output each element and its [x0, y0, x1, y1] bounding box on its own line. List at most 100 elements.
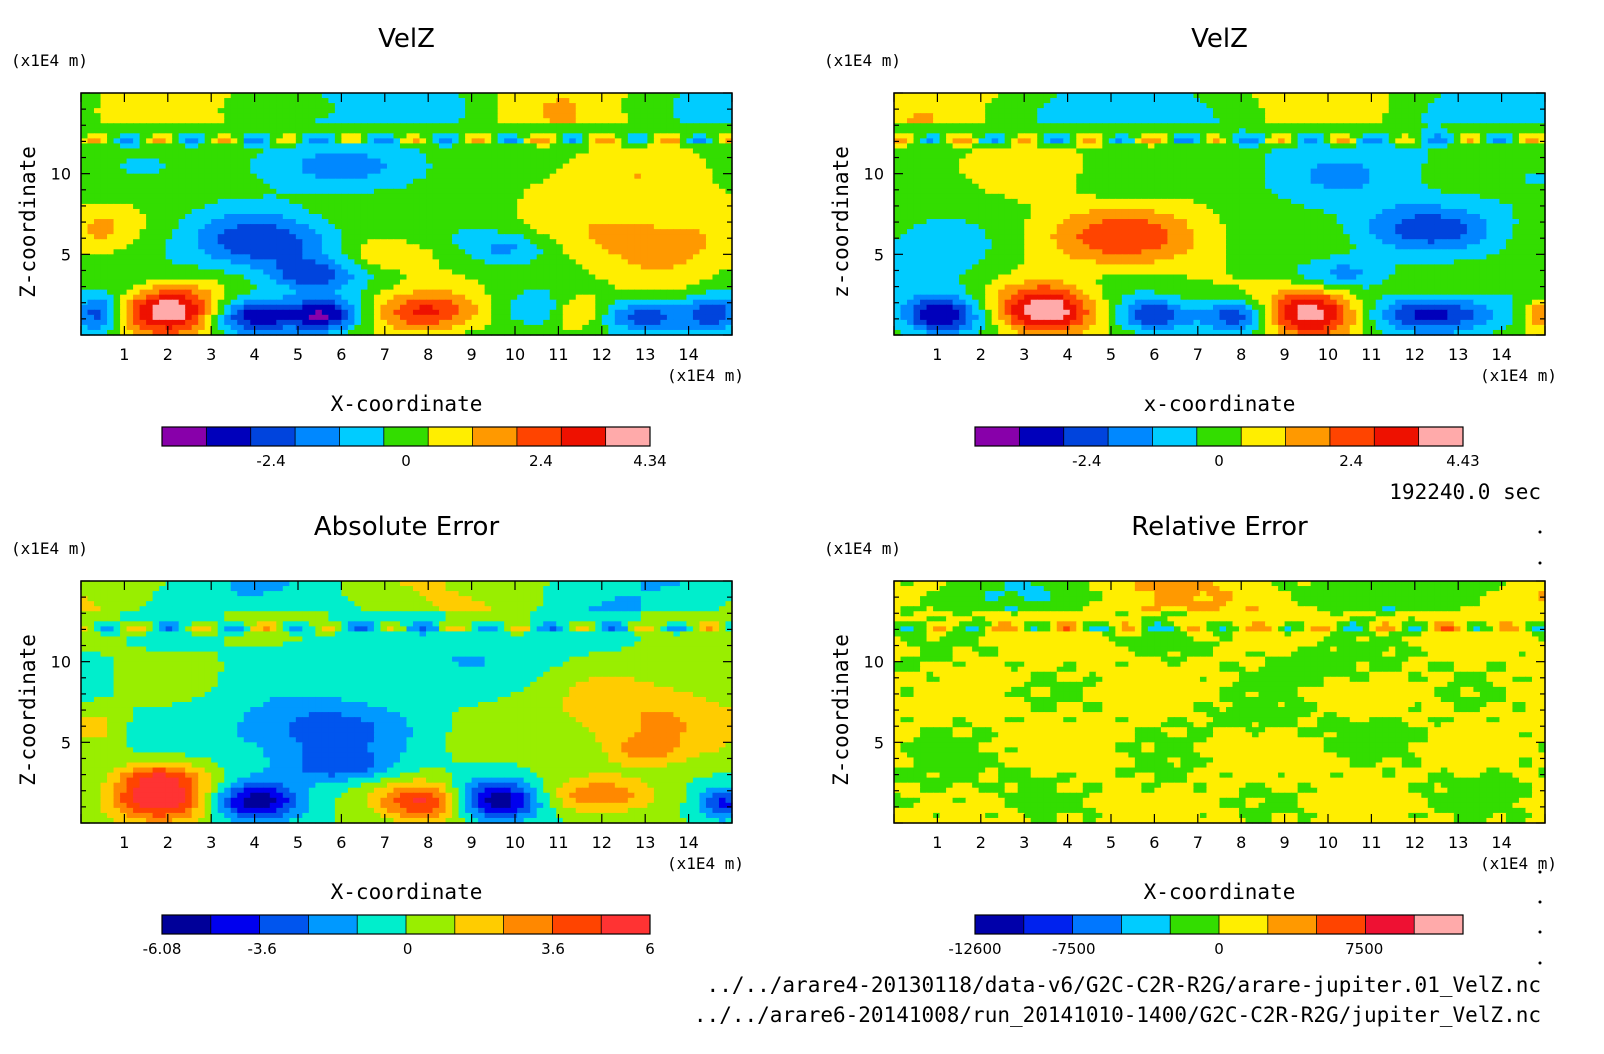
heatmap-cell: [601, 163, 609, 170]
heatmap-cell: [452, 113, 460, 119]
heatmap-cell: [660, 299, 668, 306]
heatmap-cell: [360, 279, 369, 286]
heatmap-cell: [530, 163, 538, 170]
heatmap-cell: [660, 304, 668, 311]
heatmap-cell: [256, 264, 264, 271]
heatmap-cell: [582, 158, 590, 165]
heatmap-cell: [699, 239, 707, 245]
heatmap-cell: [315, 208, 323, 215]
heatmap-cell: [263, 244, 271, 250]
heatmap-cell: [399, 98, 408, 104]
heatmap-cell: [556, 269, 564, 276]
heatmap-cell: [87, 289, 95, 296]
heatmap-cell: [413, 259, 421, 266]
heatmap-cell: [393, 234, 401, 240]
heatmap-cell: [334, 264, 342, 271]
heatmap-cell: [217, 329, 225, 336]
heatmap-cell: [413, 269, 421, 276]
heatmap-cell: [660, 314, 668, 321]
heatmap-cell: [523, 224, 531, 230]
heatmap-cell: [276, 219, 284, 225]
heatmap-cell: [653, 193, 661, 200]
heatmap-cell: [413, 193, 421, 200]
heatmap-cell: [139, 93, 147, 99]
heatmap-cell: [647, 93, 655, 99]
heatmap-cell: [302, 93, 310, 99]
heatmap-cell: [367, 269, 375, 276]
heatmap-cell: [699, 113, 707, 119]
heatmap-cell: [517, 158, 525, 165]
heatmap-cell: [614, 128, 622, 134]
heatmap-cell: [543, 229, 551, 235]
heatmap-cell: [178, 118, 186, 124]
heatmap-cell: [575, 198, 583, 205]
heatmap-cell: [146, 203, 154, 210]
heatmap-cell: [334, 259, 342, 266]
heatmap-cell: [452, 93, 460, 99]
heatmap-cell: [87, 229, 95, 235]
heatmap-cell: [386, 138, 395, 145]
heatmap-cell: [373, 133, 382, 139]
heatmap-cell: [601, 108, 609, 114]
colorbar-tick-label: 2.4: [529, 452, 553, 470]
heatmap-cell: [224, 299, 232, 306]
heatmap-cell: [562, 309, 570, 316]
heatmap-cell: [679, 274, 688, 281]
heatmap-cell: [133, 274, 141, 281]
heatmap-cell: [614, 314, 622, 321]
heatmap-cell: [276, 113, 284, 119]
heatmap-cell: [471, 299, 479, 306]
heatmap-cell: [224, 198, 232, 205]
heatmap-cell: [575, 118, 583, 124]
heatmap-cell: [419, 158, 427, 165]
heatmap-cell: [575, 274, 583, 281]
heatmap-cell: [289, 239, 297, 245]
heatmap-cell: [595, 173, 603, 180]
heatmap-cell: [653, 113, 661, 119]
heatmap-cell: [178, 108, 186, 114]
heatmap-cell: [302, 108, 310, 114]
heatmap-cell: [686, 178, 694, 185]
heatmap-cell: [347, 279, 356, 286]
heatmap-cell: [107, 168, 115, 175]
heatmap-cell: [263, 289, 271, 296]
heatmap-cell: [204, 309, 212, 316]
heatmap-cell: [237, 183, 245, 190]
heatmap-cell: [445, 319, 453, 326]
heatmap-cell: [87, 168, 95, 175]
heatmap-cells: [81, 93, 733, 336]
heatmap-cell: [302, 173, 310, 180]
heatmap-cell: [152, 289, 160, 296]
heatmap-cell: [679, 259, 688, 266]
heatmap-cell: [634, 203, 642, 210]
heatmap-cell: [269, 153, 277, 160]
heatmap-cell: [699, 264, 707, 271]
heatmap-cell: [191, 259, 199, 266]
heatmap-cell: [640, 183, 648, 190]
heatmap-cell: [113, 309, 121, 316]
heatmap-cell: [640, 118, 648, 124]
heatmap-cell: [575, 244, 583, 250]
heatmap-cell: [491, 193, 499, 200]
heatmap-cell: [452, 249, 460, 255]
heatmap-cell: [705, 254, 714, 260]
heatmap-cell: [87, 158, 95, 165]
heatmap-cell: [386, 203, 395, 210]
heatmap-cell: [107, 118, 115, 124]
heatmap-cell: [250, 264, 258, 271]
heatmap-cell: [432, 309, 440, 316]
heatmap-cell: [230, 133, 238, 139]
heatmap-cell: [523, 143, 531, 150]
heatmap-cell: [198, 259, 206, 266]
heatmap-cell: [627, 138, 635, 145]
heatmap-cell: [380, 103, 388, 109]
heatmap-cell: [367, 103, 375, 109]
heatmap-cell: [666, 224, 675, 230]
heatmap-cell: [627, 183, 635, 190]
heatmap-cell: [478, 279, 486, 286]
heatmap-cell: [295, 329, 303, 336]
heatmap-cell: [471, 289, 479, 296]
heatmap-cell: [386, 193, 395, 200]
heatmap-cell: [673, 264, 681, 271]
heatmap-cell: [660, 234, 668, 240]
